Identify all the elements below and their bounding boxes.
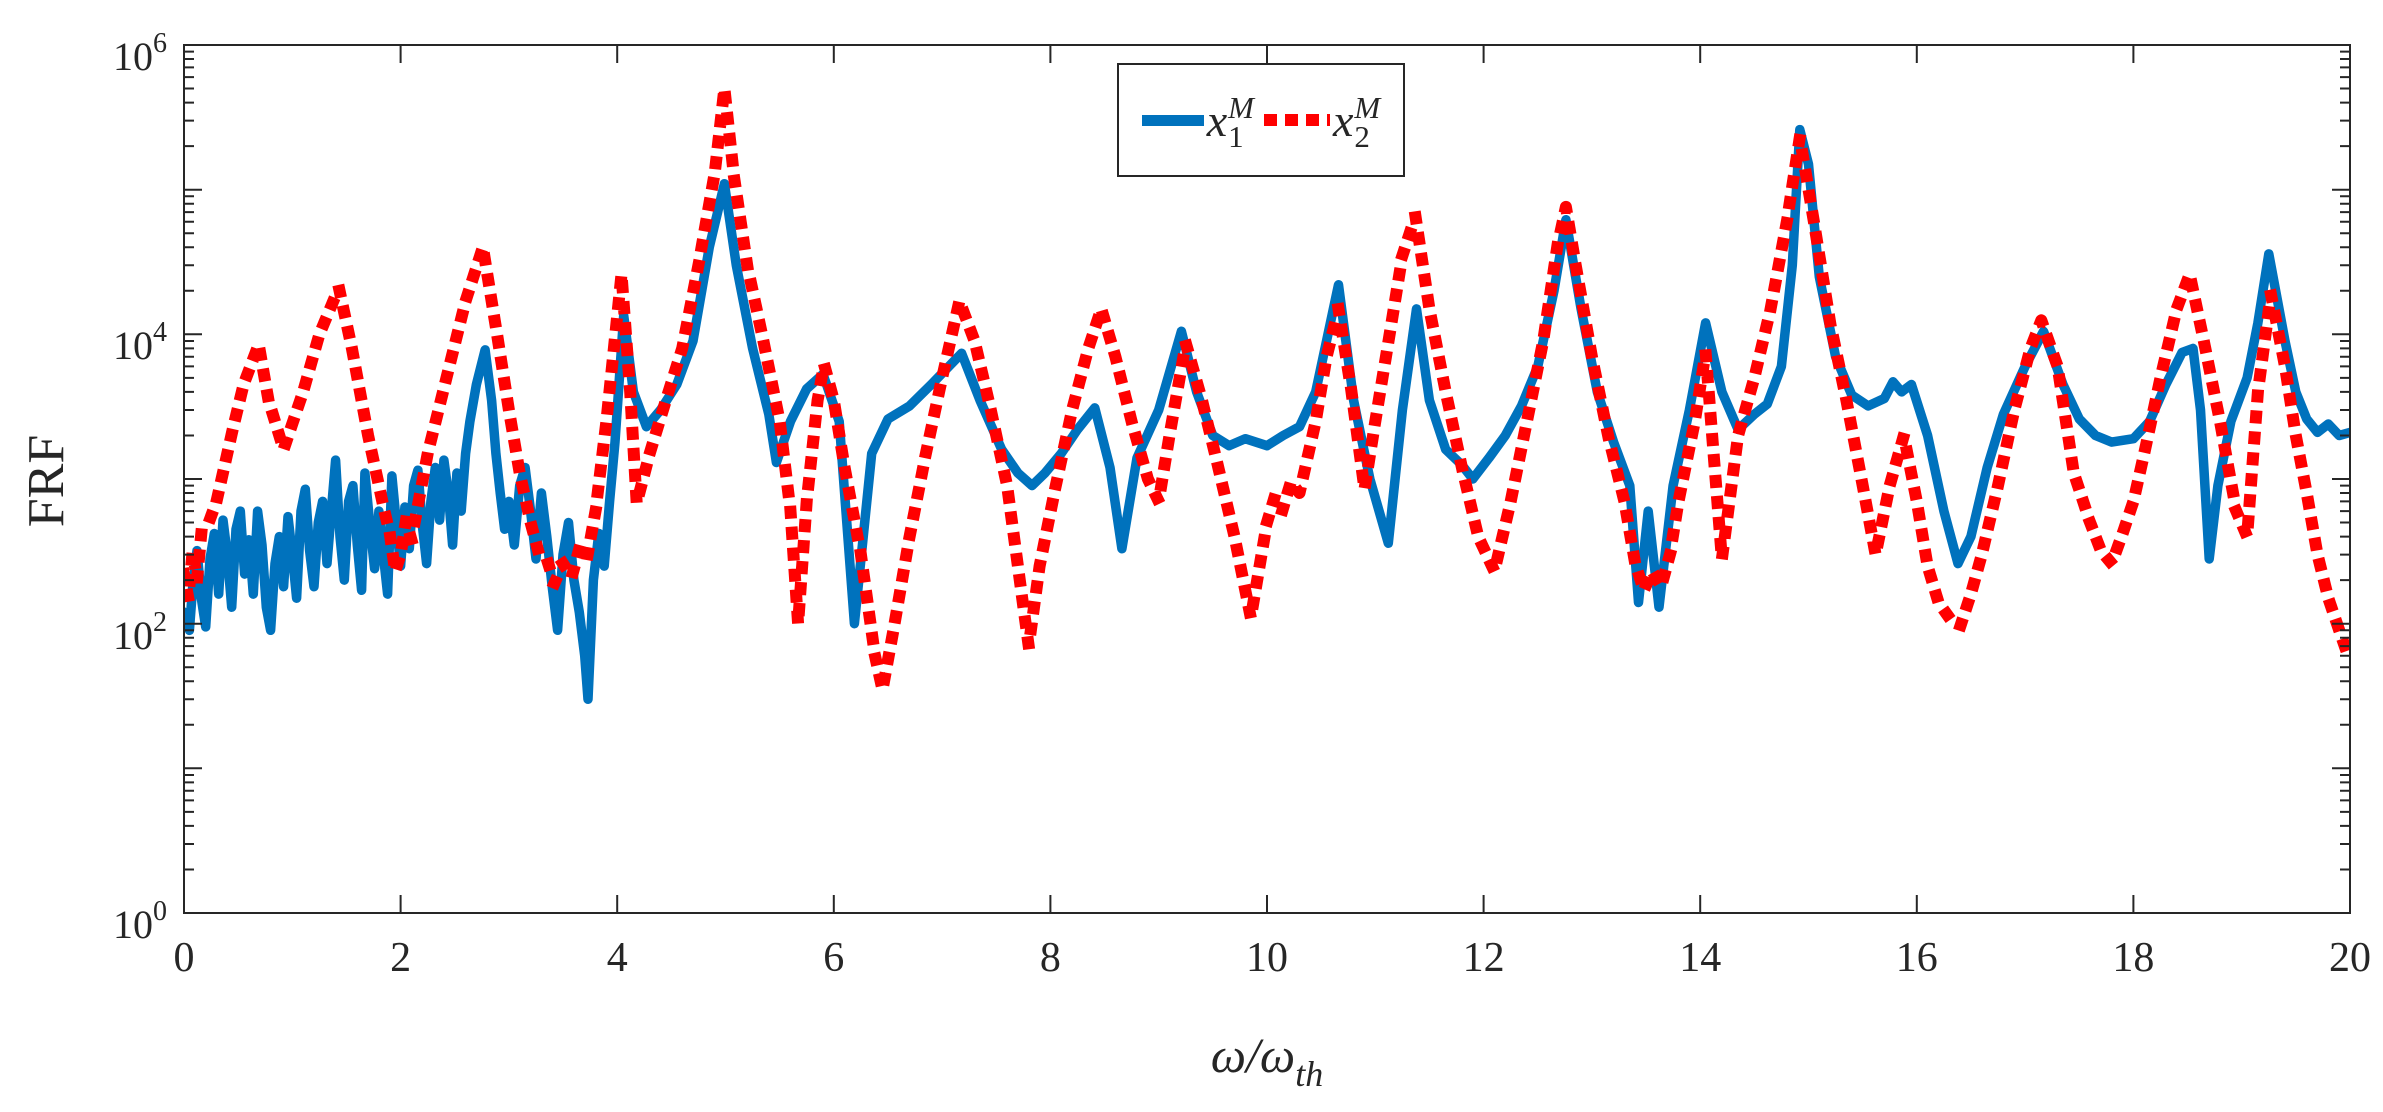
legend-line-sample-x2 [1264,114,1330,126]
x-axis-title-base: ω/ω [1210,1027,1296,1083]
x-axis-title: ω/ωth [1067,1026,1467,1095]
x-tick-label-0: 0 [173,935,195,981]
y-tick-label-1e0: 100 [113,896,168,947]
axis-ticks [183,44,2351,914]
y-tick-label-1e4: 104 [113,317,168,369]
y-axis-title: FRF [18,434,75,528]
x-tick-label-18: 18 [2112,935,2155,981]
x-tick-label-8: 8 [1039,935,1061,981]
x-tick-label-12: 12 [1462,935,1505,981]
x-tick-label-14: 14 [1679,935,1722,981]
x-tick-label-16: 16 [1895,935,1938,981]
x-tick-label-6: 6 [823,935,845,981]
x-tick-label-4: 4 [606,935,628,981]
legend-line-sample-x1 [1141,114,1204,126]
x-tick-label-2: 2 [390,935,412,981]
x-tick-label-10: 10 [1246,935,1288,981]
x-axis-title-subscript: th [1295,1054,1324,1094]
series-x1-line [184,124,2350,705]
series-x2-line [184,82,2350,696]
x-tick-label-20: 20 [2329,935,2371,981]
y-tick-label-1e6: 106 [113,28,168,79]
y-tick-label-1e2: 102 [113,606,168,658]
